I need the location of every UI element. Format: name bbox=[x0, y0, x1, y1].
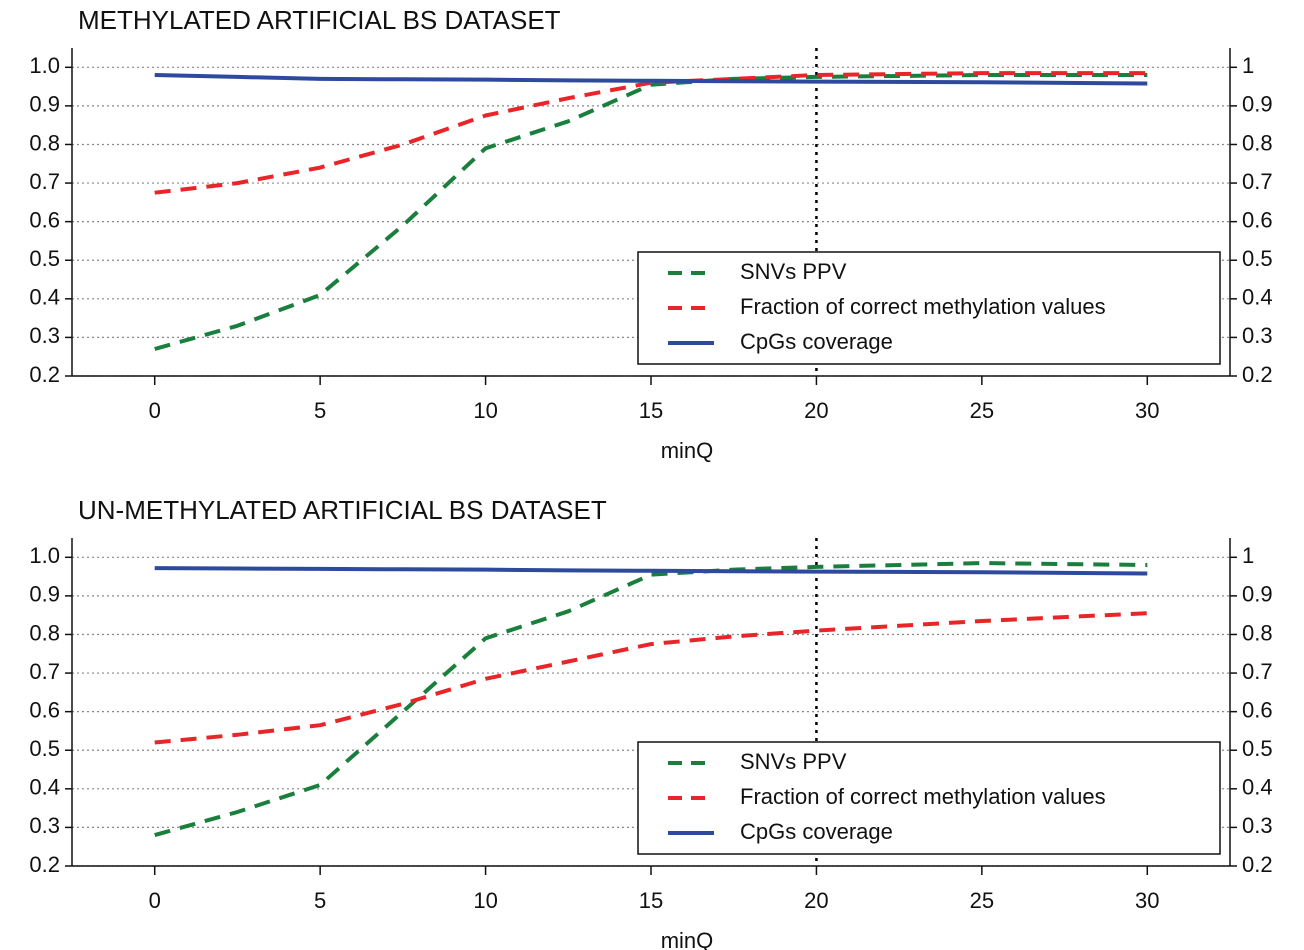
chart-title: METHYLATED ARTIFICIAL BS DATASET bbox=[78, 5, 561, 35]
y2-tick-label: 0.2 bbox=[1242, 852, 1273, 877]
y-tick-label: 0.4 bbox=[29, 285, 60, 310]
x-tick-label: 25 bbox=[970, 398, 994, 423]
y2-tick-label: 0.3 bbox=[1242, 813, 1273, 838]
legend-label: CpGs coverage bbox=[740, 329, 893, 354]
x-axis-label: minQ bbox=[661, 928, 714, 950]
panel: METHYLATED ARTIFICIAL BS DATASET 0.2 0.3 0.… bbox=[29, 5, 1272, 463]
y2-tick-label: 0.4 bbox=[1242, 285, 1273, 310]
x-tick-label: 0 bbox=[149, 398, 161, 423]
x-tick-label: 20 bbox=[804, 888, 828, 913]
x-tick-label: 15 bbox=[639, 888, 663, 913]
y-tick-label: 0.9 bbox=[29, 582, 60, 607]
x-tick-label: 10 bbox=[473, 398, 497, 423]
y-tick-label: 0.4 bbox=[29, 775, 60, 800]
y-tick-label: 0.2 bbox=[29, 362, 60, 387]
y2-tick-label: 0.3 bbox=[1242, 323, 1273, 348]
y-tick-label: 1.0 bbox=[29, 543, 60, 568]
legend-label: SNVs PPV bbox=[740, 749, 847, 774]
y2-tick-label: 0.9 bbox=[1242, 92, 1273, 117]
legend: SNVs PPV Fraction of correct methylation … bbox=[637, 251, 1221, 365]
panel: UN-METHYLATED ARTIFICIAL BS DATASET 0.2 0.… bbox=[29, 495, 1272, 950]
x-tick-label: 5 bbox=[314, 398, 326, 423]
x-tick-label: 15 bbox=[639, 398, 663, 423]
legend-label: Fraction of correct methylation values bbox=[740, 784, 1106, 809]
y-tick-label: 0.6 bbox=[29, 207, 60, 232]
x-axis-label: minQ bbox=[661, 438, 714, 463]
y2-tick-label: 0.8 bbox=[1242, 620, 1273, 645]
y2-tick-label: 0.5 bbox=[1242, 246, 1273, 271]
y-tick-label: 0.3 bbox=[29, 813, 60, 838]
legend-box bbox=[637, 251, 1221, 365]
y2-tick-label: 0.9 bbox=[1242, 582, 1273, 607]
y-tick-label: 0.3 bbox=[29, 323, 60, 348]
line-series bbox=[154, 611, 1148, 745]
y-tick-label: 0.8 bbox=[29, 620, 60, 645]
y2-tick-label: 1 bbox=[1242, 543, 1254, 568]
x-tick-label: 30 bbox=[1135, 398, 1159, 423]
y2-tick-label: 0.2 bbox=[1242, 362, 1273, 387]
y-tick-label: 0.5 bbox=[29, 736, 60, 761]
y2-tick-label: 0.6 bbox=[1242, 207, 1273, 232]
legend-label: CpGs coverage bbox=[740, 819, 893, 844]
x-tick-label: 10 bbox=[473, 888, 497, 913]
y-tick-label: 0.7 bbox=[29, 169, 60, 194]
line-series bbox=[154, 561, 1148, 838]
line-series bbox=[154, 566, 1148, 576]
legend: SNVs PPV Fraction of correct methylation … bbox=[637, 741, 1221, 855]
y2-tick-label: 0.5 bbox=[1242, 736, 1273, 761]
y-tick-label: 0.9 bbox=[29, 92, 60, 117]
y-tick-label: 0.5 bbox=[29, 246, 60, 271]
y2-tick-label: 0.6 bbox=[1242, 697, 1273, 722]
x-tick-label: 30 bbox=[1135, 888, 1159, 913]
legend-label: Fraction of correct methylation values bbox=[740, 294, 1106, 319]
y2-tick-label: 0.7 bbox=[1242, 169, 1273, 194]
x-tick-label: 25 bbox=[970, 888, 994, 913]
y2-tick-label: 0.7 bbox=[1242, 659, 1273, 684]
y-tick-label: 0.8 bbox=[29, 130, 60, 155]
line-series bbox=[154, 71, 1148, 195]
y2-tick-label: 0.8 bbox=[1242, 130, 1273, 155]
legend-box bbox=[637, 741, 1221, 855]
y-tick-label: 1.0 bbox=[29, 53, 60, 78]
legend-label: SNVs PPV bbox=[740, 259, 847, 284]
y2-tick-label: 1 bbox=[1242, 53, 1254, 78]
chart-title: UN-METHYLATED ARTIFICIAL BS DATASET bbox=[78, 495, 607, 525]
y-tick-label: 0.2 bbox=[29, 852, 60, 877]
y-tick-label: 0.6 bbox=[29, 697, 60, 722]
y2-tick-label: 0.4 bbox=[1242, 775, 1273, 800]
y-tick-label: 0.7 bbox=[29, 659, 60, 684]
x-tick-label: 20 bbox=[804, 398, 828, 423]
x-tick-label: 0 bbox=[149, 888, 161, 913]
line-series bbox=[154, 73, 1148, 86]
x-tick-label: 5 bbox=[314, 888, 326, 913]
